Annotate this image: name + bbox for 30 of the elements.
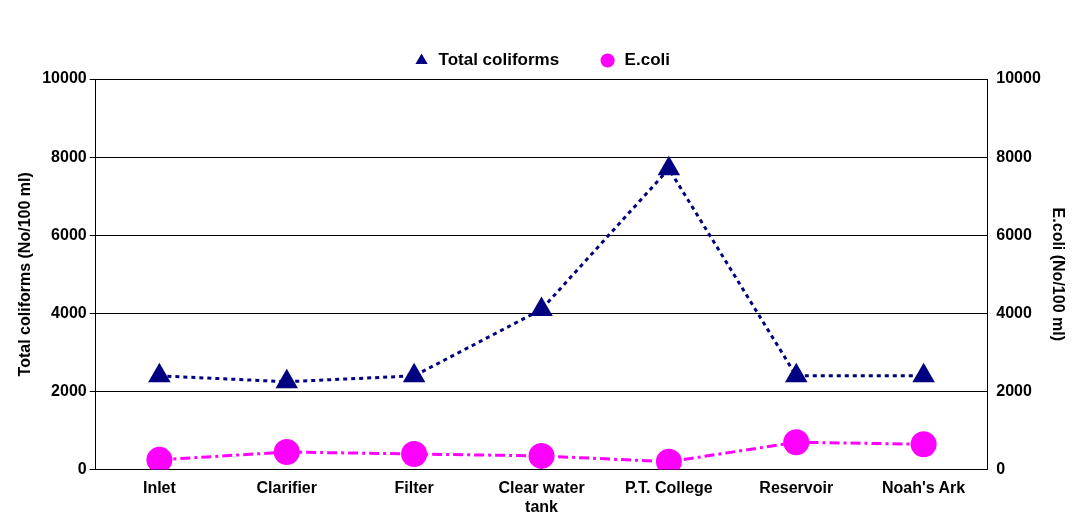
y2-tick-label: 4000 (996, 303, 1032, 321)
point (784, 362, 808, 383)
y2-axis-title: E.coli (No/100 ml) (1049, 207, 1067, 341)
y-tick-label: 6000 (51, 225, 87, 243)
point (402, 362, 426, 383)
y2-tick-label: 10000 (996, 69, 1041, 87)
legend-label: Total coliforms (438, 50, 560, 70)
y2-tick-label: 2000 (996, 381, 1032, 399)
point (530, 296, 553, 316)
y2-tick-label: 8000 (996, 147, 1032, 165)
x-tick-label: Reservoir (759, 478, 834, 496)
point (912, 362, 935, 383)
x-tick-label: Filter (394, 478, 434, 496)
x-tick-label: Clarifier (256, 478, 317, 496)
y-tick-label: 10000 (42, 69, 87, 87)
point (275, 368, 299, 389)
y-tick-label: 2000 (51, 381, 87, 399)
y-tick-label: 0 (77, 460, 87, 478)
y2-tick-label: 6000 (996, 225, 1032, 243)
point (657, 155, 681, 176)
x-tick-label: Inlet (142, 478, 177, 496)
x-tick-label: Noah's Ark (882, 478, 966, 496)
y-axis-title: Total coliforms (No/100 ml) (16, 172, 34, 377)
y-tick-label: 8000 (51, 147, 87, 165)
y-tick-label: 4000 (51, 303, 87, 321)
x-tick-label: Clear water tank (498, 478, 585, 515)
y2-tick-label: 0 (996, 460, 1006, 478)
x-tick-label: P.T. College (625, 478, 713, 496)
legend-label: E.coli (624, 50, 670, 70)
point (148, 362, 171, 383)
